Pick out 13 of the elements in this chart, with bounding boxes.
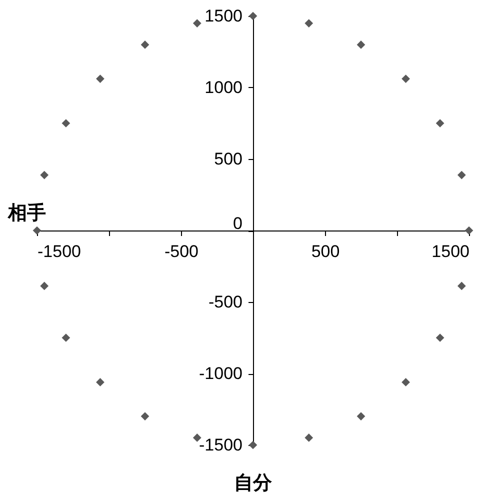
y-tick-label: 1000 (204, 78, 242, 97)
y-tick-label: 1500 (204, 6, 242, 26)
x-axis-title: 自分 (234, 473, 273, 494)
y-tick-label: -1500 (199, 436, 242, 454)
y-axis-title: 相手 (7, 202, 46, 224)
y-tick-label: -1000 (199, 364, 242, 383)
x-tick-label: 500 (311, 242, 340, 261)
x-tick-label: 1500 (432, 242, 470, 261)
y-tick-label: 0 (233, 214, 242, 233)
x-tick-label: -1500 (38, 242, 81, 261)
y-tick-label: -500 (208, 292, 242, 312)
x-tick-label: -500 (164, 242, 199, 261)
y-tick-label: 500 (214, 150, 242, 168)
